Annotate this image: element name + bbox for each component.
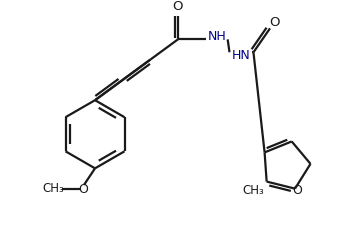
- Text: O: O: [269, 16, 280, 29]
- Text: HN: HN: [232, 49, 251, 62]
- Text: O: O: [173, 0, 183, 13]
- Text: O: O: [292, 184, 302, 197]
- Text: O: O: [78, 183, 88, 196]
- Text: NH: NH: [208, 30, 227, 43]
- Text: CH₃: CH₃: [43, 182, 64, 195]
- Text: CH₃: CH₃: [243, 184, 265, 197]
